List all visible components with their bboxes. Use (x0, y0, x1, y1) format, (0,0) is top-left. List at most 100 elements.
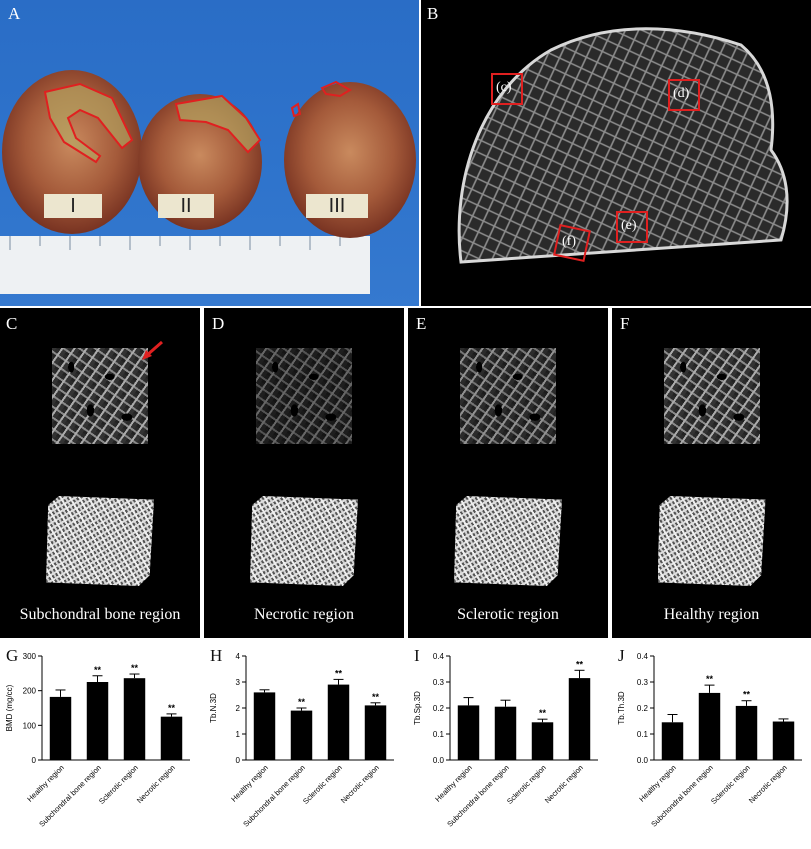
panel-f-caption: Healthy region (663, 606, 760, 623)
chart-i-svg: 0.0 0.1 0.2 0.3 0.4 Tb.Sp.3D Healthy regionSub… (413, 652, 598, 829)
x-tick-label: Healthy region (637, 763, 678, 804)
bar (494, 706, 517, 760)
x-tick-label: Subchondral bone region (445, 763, 511, 829)
y-tick-label: 0.3 (637, 678, 649, 687)
x-tick-label: Necrotic region (543, 763, 585, 805)
panel-a-label: A (8, 4, 21, 23)
roi-outline-1 (43, 82, 134, 164)
y-tick-label: 0.2 (637, 704, 649, 713)
subchondral-3d-model (46, 496, 154, 586)
x-tick-label: Necrotic region (135, 763, 177, 805)
specimen-label-3: III (306, 194, 368, 218)
bar (123, 678, 146, 760)
y-tick-label: 1 (236, 730, 241, 739)
roi-label-e: (e) (621, 218, 637, 233)
chart-i-label: I (414, 646, 420, 665)
subchondral-2d-slice (52, 348, 148, 444)
sclerotic-2d-slice (460, 348, 556, 444)
y-tick-label: 0 (32, 756, 37, 765)
healthy-2d-slice (663, 348, 760, 444)
roi-outline-2 (174, 94, 262, 154)
femoral-head-section (457, 27, 789, 264)
y-tick-label: 300 (23, 652, 37, 661)
panel-c-caption: Subchondral bone region (19, 606, 181, 623)
roi-label-f: (f) (562, 234, 576, 249)
y-tick-label: 0.1 (637, 730, 649, 739)
roi-box-f (553, 224, 591, 262)
bar (327, 684, 350, 760)
x-tick-label: Subchondral bone region (37, 763, 103, 829)
panel-e-sclerotic: E Sclerotic region (408, 308, 608, 638)
sclerotic-3d-model (454, 496, 562, 586)
significance-marker: ** (743, 690, 751, 700)
panel-f-label: F (620, 314, 630, 333)
significance-marker: ** (706, 674, 714, 684)
bar (253, 692, 276, 760)
bar (160, 716, 183, 760)
roi-box-d (668, 79, 700, 111)
x-tick-label: Necrotic region (747, 763, 789, 805)
y-axis-label: Tb.Th.3D (617, 691, 626, 725)
chart-i-tbsp: I 0.0 0.1 0.2 0.3 0.4 Tb.Sp.3D Healthy region S… (408, 640, 608, 844)
y-tick-label: 0.3 (433, 678, 445, 687)
bar (568, 678, 591, 760)
chart-g-bmd: G 0 100 200 300 BMD (mg/cc) Healthy region ** S… (0, 640, 200, 844)
x-tick-label: Subchondral bone region (649, 763, 715, 829)
y-tick-label: 0.4 (637, 652, 649, 661)
panel-d-label: D (212, 314, 225, 333)
significance-marker: ** (539, 708, 547, 718)
x-tick-label: Healthy region (25, 763, 66, 804)
panel-c-subchondral: C Subchondral bone region (0, 308, 200, 638)
y-tick-label: 0.1 (433, 730, 445, 739)
significance-marker: ** (335, 668, 343, 678)
y-tick-label: 0.2 (433, 704, 445, 713)
chart-h-label: H (210, 646, 223, 665)
chart-g-label: G (6, 646, 19, 665)
y-tick-label: 0.0 (433, 756, 445, 765)
roi-box-e (616, 211, 648, 243)
significance-marker: ** (298, 697, 306, 707)
panel-f-healthy: F Healthy region (612, 308, 811, 638)
necrotic-2d-slice (256, 348, 352, 444)
roi-outline-3 (320, 80, 352, 98)
panel-e-label: E (416, 314, 427, 333)
chart-j-svg: 0.0 0.1 0.2 0.3 0.4 Tb.Th.3D Healthy region ** S… (617, 652, 802, 829)
y-tick-label: 100 (23, 721, 37, 730)
x-tick-label: Sclerotic region (301, 763, 344, 806)
ct-section-drawing (457, 27, 789, 264)
ruler (0, 236, 370, 294)
panel-e-caption: Sclerotic region (457, 606, 559, 623)
healthy-3d-model (657, 496, 766, 586)
y-tick-label: 2 (236, 704, 241, 713)
y-axis-label: Tb.Sp.3D (413, 691, 422, 725)
specimen-label-1: I (44, 194, 102, 218)
x-tick-label: Sclerotic region (505, 763, 548, 806)
roi-label-d: (d) (673, 86, 690, 101)
panel-c-label: C (6, 314, 18, 333)
bar (661, 722, 684, 760)
roi-box-c (491, 73, 523, 105)
roi-outline-4 (290, 102, 302, 118)
bar (735, 705, 758, 760)
x-tick-label: Sclerotic region (97, 763, 140, 806)
y-axis-label: Tb.N.3D (209, 693, 218, 723)
panel-d-caption: Necrotic region (254, 606, 354, 623)
significance-marker: ** (94, 665, 102, 675)
significance-marker: ** (131, 663, 139, 673)
x-tick-label: Subchondral bone region (241, 763, 307, 829)
significance-marker: ** (372, 692, 380, 702)
panel-a-photo: A I II III (0, 0, 419, 306)
y-tick-label: 0.0 (637, 756, 649, 765)
specimen-label-2: II (158, 194, 214, 218)
chart-g-svg: 0 100 200 300 BMD (mg/cc) Healthy region ** Sub… (5, 652, 190, 829)
y-axis-label: BMD (mg/cc) (5, 684, 14, 731)
significance-marker: ** (576, 659, 584, 669)
y-tick-label: 3 (236, 678, 241, 687)
roi-label-c: (c) (496, 80, 512, 95)
red-arrow-icon (142, 340, 163, 360)
chart-h-svg: 0 1 2 3 4 Tb.N.3D Healthy region ** Subchondral … (209, 652, 394, 829)
y-tick-label: 0.4 (433, 652, 445, 661)
x-tick-label: Healthy region (433, 763, 474, 804)
bar (457, 705, 480, 760)
y-tick-label: 200 (23, 687, 37, 696)
